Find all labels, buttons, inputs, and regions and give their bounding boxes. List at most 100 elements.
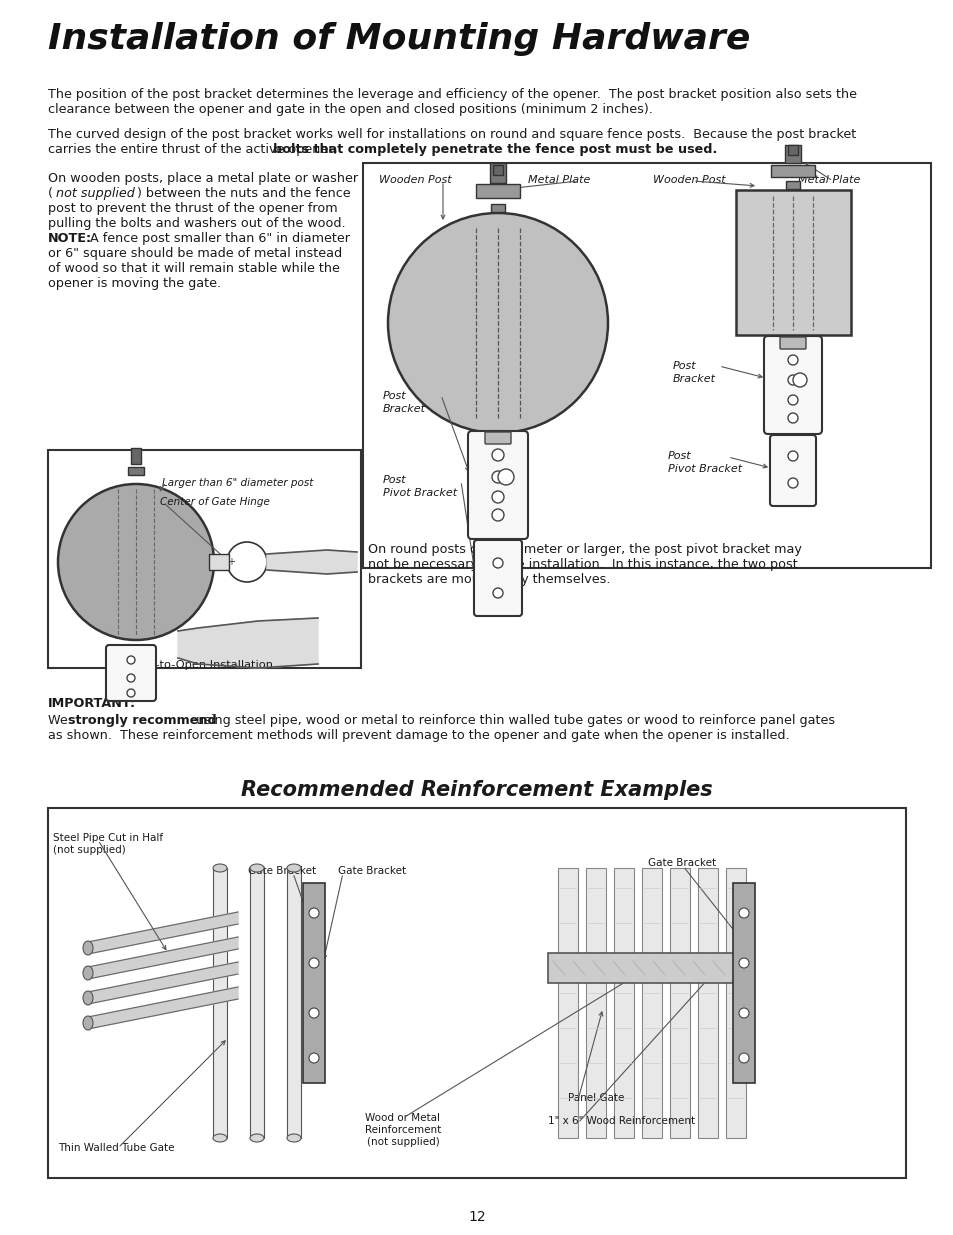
- Text: brackets are mounted by themselves.: brackets are mounted by themselves.: [368, 573, 610, 585]
- Text: Post
Bracket: Post Bracket: [382, 391, 426, 414]
- Circle shape: [493, 588, 502, 598]
- Bar: [493, 165, 502, 175]
- Ellipse shape: [83, 966, 92, 981]
- Circle shape: [739, 1053, 748, 1063]
- FancyBboxPatch shape: [106, 645, 156, 701]
- Bar: [787, 144, 797, 156]
- Text: opener is moving the gate.: opener is moving the gate.: [48, 277, 221, 290]
- Text: using steel pipe, wood or metal to reinforce thin walled tube gates or wood to r: using steel pipe, wood or metal to reinf…: [192, 714, 834, 727]
- Bar: [209, 555, 229, 571]
- Circle shape: [787, 478, 797, 488]
- Text: carries the entire thrust of the active opener,: carries the entire thrust of the active …: [48, 143, 341, 156]
- Text: (: (: [48, 186, 53, 200]
- Text: Gate Bracket: Gate Bracket: [647, 858, 716, 868]
- Bar: [725, 868, 745, 1137]
- Text: Post
Bracket: Post Bracket: [672, 361, 716, 384]
- Bar: [547, 953, 747, 983]
- Circle shape: [492, 492, 503, 503]
- Circle shape: [227, 542, 267, 582]
- Bar: [48, 450, 360, 668]
- Bar: [641, 868, 661, 1137]
- Bar: [732, 883, 754, 1083]
- Circle shape: [493, 558, 502, 568]
- Polygon shape: [178, 618, 317, 668]
- Text: Panel Gate: Panel Gate: [567, 1093, 623, 1103]
- Text: as shown.  These reinforcement methods will prevent damage to the opener and gat: as shown. These reinforcement methods wi…: [48, 729, 789, 742]
- Polygon shape: [88, 911, 237, 953]
- Text: On wooden posts, place a metal plate or washer: On wooden posts, place a metal plate or …: [48, 172, 357, 185]
- Ellipse shape: [83, 1016, 92, 1030]
- Bar: [735, 190, 850, 335]
- Circle shape: [388, 212, 607, 433]
- Ellipse shape: [213, 1134, 227, 1142]
- Circle shape: [127, 674, 135, 682]
- FancyBboxPatch shape: [769, 435, 815, 506]
- Text: not be necessary for the installation.  In this instance, the two post: not be necessary for the installation. I…: [368, 558, 797, 571]
- Bar: [698, 868, 718, 1137]
- Bar: [303, 883, 325, 1083]
- Circle shape: [58, 484, 213, 640]
- FancyBboxPatch shape: [484, 432, 511, 445]
- Circle shape: [787, 395, 797, 405]
- FancyBboxPatch shape: [780, 337, 805, 350]
- Circle shape: [739, 958, 748, 968]
- Text: Gate Bracket: Gate Bracket: [248, 866, 315, 876]
- Ellipse shape: [250, 864, 264, 872]
- Text: of wood so that it will remain stable while the: of wood so that it will remain stable wh…: [48, 262, 339, 275]
- Bar: [585, 868, 605, 1137]
- Circle shape: [309, 908, 318, 918]
- Bar: [476, 184, 519, 198]
- Circle shape: [787, 354, 797, 366]
- Text: clearance between the opener and gate in the open and closed positions (minimum : clearance between the opener and gate in…: [48, 103, 652, 116]
- Text: 12: 12: [468, 1210, 485, 1224]
- Ellipse shape: [83, 990, 92, 1005]
- Bar: [131, 448, 141, 464]
- Text: Center of Gate Hinge: Center of Gate Hinge: [160, 496, 270, 508]
- Polygon shape: [88, 987, 237, 1029]
- Bar: [614, 868, 634, 1137]
- Text: post to prevent the thrust of the opener from: post to prevent the thrust of the opener…: [48, 203, 337, 215]
- Bar: [491, 204, 504, 212]
- Circle shape: [787, 375, 797, 385]
- Circle shape: [497, 469, 514, 485]
- Text: The position of the post bracket determines the leverage and efficiency of the o: The position of the post bracket determi…: [48, 88, 856, 101]
- Circle shape: [739, 908, 748, 918]
- Ellipse shape: [213, 864, 227, 872]
- Bar: [490, 163, 505, 183]
- Bar: [558, 868, 578, 1137]
- Text: Recommended Reinforcement Examples: Recommended Reinforcement Examples: [241, 781, 712, 800]
- Text: Gate Bracket: Gate Bracket: [337, 866, 406, 876]
- Text: (not supplied): (not supplied): [366, 1137, 439, 1147]
- Text: ) between the nuts and the fence: ) between the nuts and the fence: [137, 186, 351, 200]
- Text: pulling the bolts and washers out of the wood.: pulling the bolts and washers out of the…: [48, 217, 345, 230]
- Text: (not supplied): (not supplied): [53, 845, 126, 855]
- Text: Installation of Mounting Hardware: Installation of Mounting Hardware: [48, 22, 750, 56]
- Text: Larger than 6" diameter post: Larger than 6" diameter post: [162, 478, 313, 488]
- Circle shape: [492, 450, 503, 461]
- Text: Reinforcement: Reinforcement: [364, 1125, 440, 1135]
- Circle shape: [127, 656, 135, 664]
- Bar: [785, 182, 800, 189]
- Circle shape: [309, 958, 318, 968]
- Text: 1" x 6" Wood Reinforcement: 1" x 6" Wood Reinforcement: [547, 1116, 695, 1126]
- Circle shape: [127, 689, 135, 697]
- Text: Metal Plate: Metal Plate: [797, 175, 860, 185]
- Polygon shape: [88, 962, 237, 1004]
- Ellipse shape: [250, 1134, 264, 1142]
- Circle shape: [309, 1053, 318, 1063]
- Text: Post
Pivot Bracket: Post Pivot Bracket: [382, 475, 456, 498]
- Text: Wooden Post: Wooden Post: [378, 175, 451, 185]
- Text: IMPORTANT:: IMPORTANT:: [48, 697, 136, 710]
- Bar: [213, 868, 227, 1137]
- Bar: [250, 868, 264, 1137]
- Text: A fence post smaller than 6" in diameter: A fence post smaller than 6" in diameter: [86, 232, 350, 245]
- Text: bolts that completely penetrate the fence post must be used.: bolts that completely penetrate the fenc…: [48, 143, 717, 156]
- Circle shape: [787, 412, 797, 424]
- FancyBboxPatch shape: [763, 336, 821, 433]
- Ellipse shape: [83, 941, 92, 955]
- Circle shape: [739, 1008, 748, 1018]
- Text: Pull-to-Open Installation: Pull-to-Open Installation: [135, 659, 273, 671]
- Bar: [128, 467, 144, 475]
- Text: Steel Pipe Cut in Half: Steel Pipe Cut in Half: [53, 832, 163, 844]
- Bar: [669, 868, 689, 1137]
